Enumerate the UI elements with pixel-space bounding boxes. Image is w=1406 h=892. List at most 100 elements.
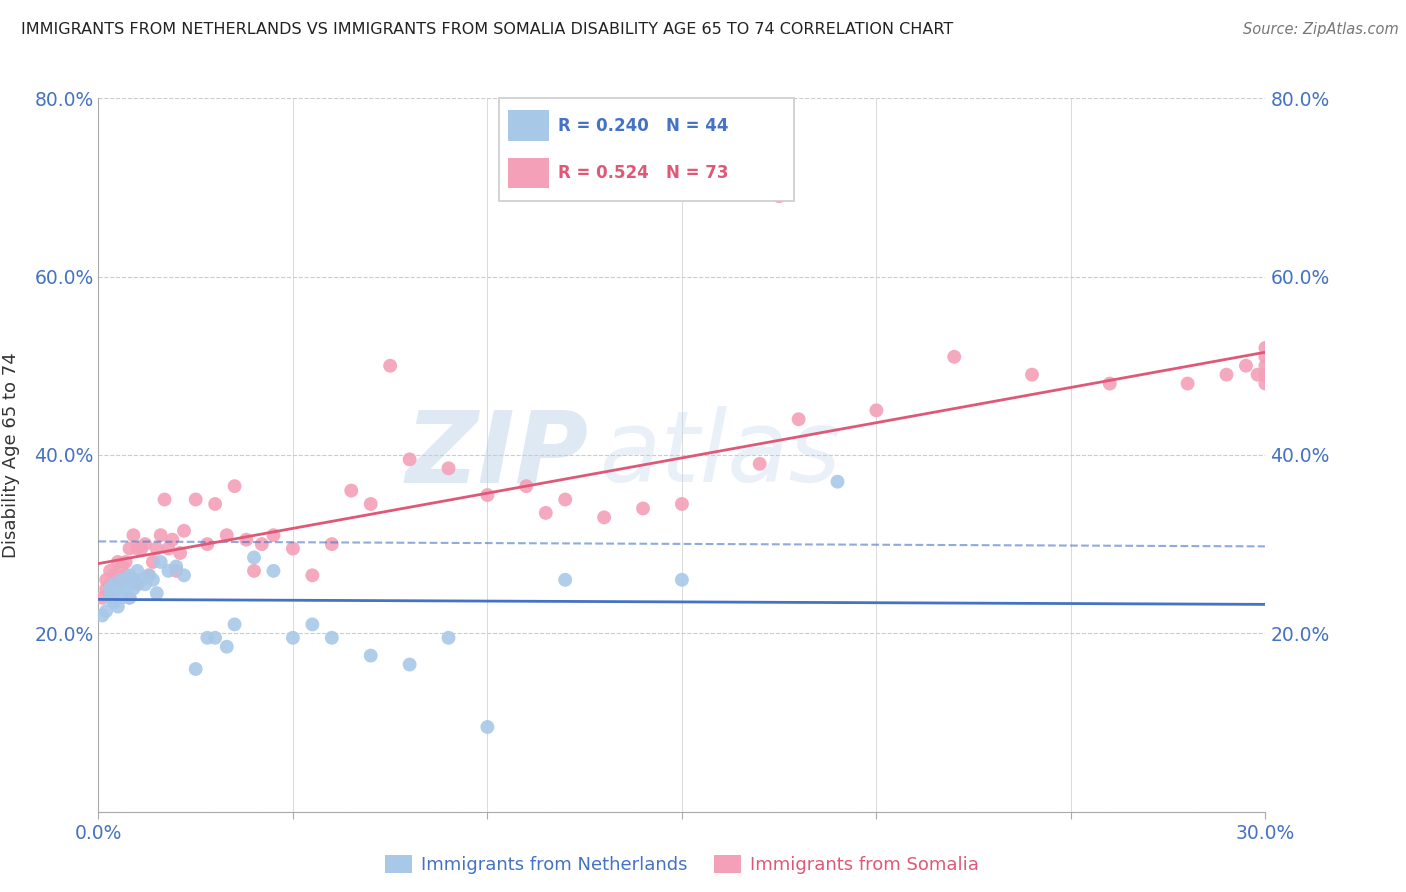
- Point: [554, 573, 576, 587]
- Point: [111, 559, 134, 574]
- Point: [107, 582, 129, 596]
- Point: [321, 537, 343, 551]
- Point: [114, 555, 136, 569]
- Point: [1254, 359, 1277, 373]
- Point: [301, 568, 323, 582]
- Point: [534, 506, 557, 520]
- Point: [153, 492, 176, 507]
- Point: [107, 577, 129, 591]
- Point: [1177, 376, 1199, 391]
- Point: [943, 350, 966, 364]
- Point: [103, 591, 125, 605]
- Point: [107, 555, 129, 569]
- Point: [301, 617, 323, 632]
- Point: [593, 510, 616, 524]
- Point: [1246, 368, 1268, 382]
- Point: [146, 586, 169, 600]
- Point: [149, 555, 172, 569]
- Point: [360, 497, 382, 511]
- Point: [215, 640, 238, 654]
- Point: [138, 568, 160, 582]
- Point: [129, 573, 152, 587]
- Point: [134, 577, 156, 591]
- FancyBboxPatch shape: [499, 98, 794, 201]
- Point: [195, 537, 218, 551]
- Point: [865, 403, 887, 417]
- Point: [340, 483, 363, 498]
- Point: [378, 359, 402, 373]
- Point: [224, 479, 246, 493]
- Point: [157, 564, 180, 578]
- Point: [98, 591, 121, 605]
- Point: [1254, 368, 1277, 382]
- Point: [165, 559, 187, 574]
- Point: [91, 608, 114, 623]
- Point: [162, 533, 184, 547]
- Point: [111, 573, 134, 587]
- Point: [631, 501, 654, 516]
- Point: [477, 488, 499, 502]
- Point: [111, 591, 134, 605]
- Point: [184, 492, 207, 507]
- Point: [138, 568, 160, 582]
- Point: [827, 475, 849, 489]
- Y-axis label: Disability Age 65 to 74: Disability Age 65 to 74: [3, 352, 20, 558]
- Point: [127, 541, 149, 556]
- Point: [142, 573, 165, 587]
- Point: [122, 573, 145, 587]
- Point: [262, 564, 284, 578]
- Point: [149, 528, 172, 542]
- Point: [1254, 350, 1277, 364]
- Point: [477, 720, 499, 734]
- Point: [281, 541, 304, 556]
- Text: ZIP: ZIP: [405, 407, 589, 503]
- Point: [321, 631, 343, 645]
- Point: [281, 631, 304, 645]
- Point: [114, 577, 136, 591]
- Point: [360, 648, 382, 663]
- Point: [91, 591, 114, 605]
- Point: [98, 564, 121, 578]
- Point: [134, 537, 156, 551]
- Point: [103, 595, 125, 609]
- Point: [215, 528, 238, 542]
- Point: [173, 568, 195, 582]
- Point: [127, 577, 149, 591]
- Point: [127, 564, 149, 578]
- Point: [1254, 376, 1277, 391]
- Point: [169, 546, 191, 560]
- Point: [98, 582, 121, 596]
- Text: R = 0.240   N = 44: R = 0.240 N = 44: [558, 117, 728, 135]
- Point: [243, 550, 266, 565]
- Point: [142, 555, 165, 569]
- Point: [146, 541, 169, 556]
- Legend: Immigrants from Netherlands, Immigrants from Somalia: Immigrants from Netherlands, Immigrants …: [377, 847, 987, 881]
- Point: [1234, 359, 1257, 373]
- Point: [250, 537, 273, 551]
- Point: [107, 599, 129, 614]
- Point: [195, 631, 218, 645]
- Point: [398, 452, 420, 467]
- Point: [103, 568, 125, 582]
- Point: [1254, 368, 1277, 382]
- Point: [118, 591, 141, 605]
- Bar: [508, 111, 550, 141]
- Point: [437, 461, 460, 475]
- Point: [262, 528, 284, 542]
- Point: [1254, 368, 1277, 382]
- Text: atlas: atlas: [600, 407, 842, 503]
- Point: [103, 577, 125, 591]
- Point: [118, 591, 141, 605]
- Point: [768, 189, 790, 203]
- Point: [787, 412, 810, 426]
- Point: [554, 492, 576, 507]
- Point: [118, 541, 141, 556]
- Bar: [508, 158, 550, 188]
- Point: [224, 617, 246, 632]
- Point: [114, 568, 136, 582]
- Point: [127, 577, 149, 591]
- Point: [1021, 368, 1043, 382]
- Point: [96, 604, 118, 618]
- Text: IMMIGRANTS FROM NETHERLANDS VS IMMIGRANTS FROM SOMALIA DISABILITY AGE 65 TO 74 C: IMMIGRANTS FROM NETHERLANDS VS IMMIGRANT…: [21, 22, 953, 37]
- Text: R = 0.524   N = 73: R = 0.524 N = 73: [558, 164, 728, 182]
